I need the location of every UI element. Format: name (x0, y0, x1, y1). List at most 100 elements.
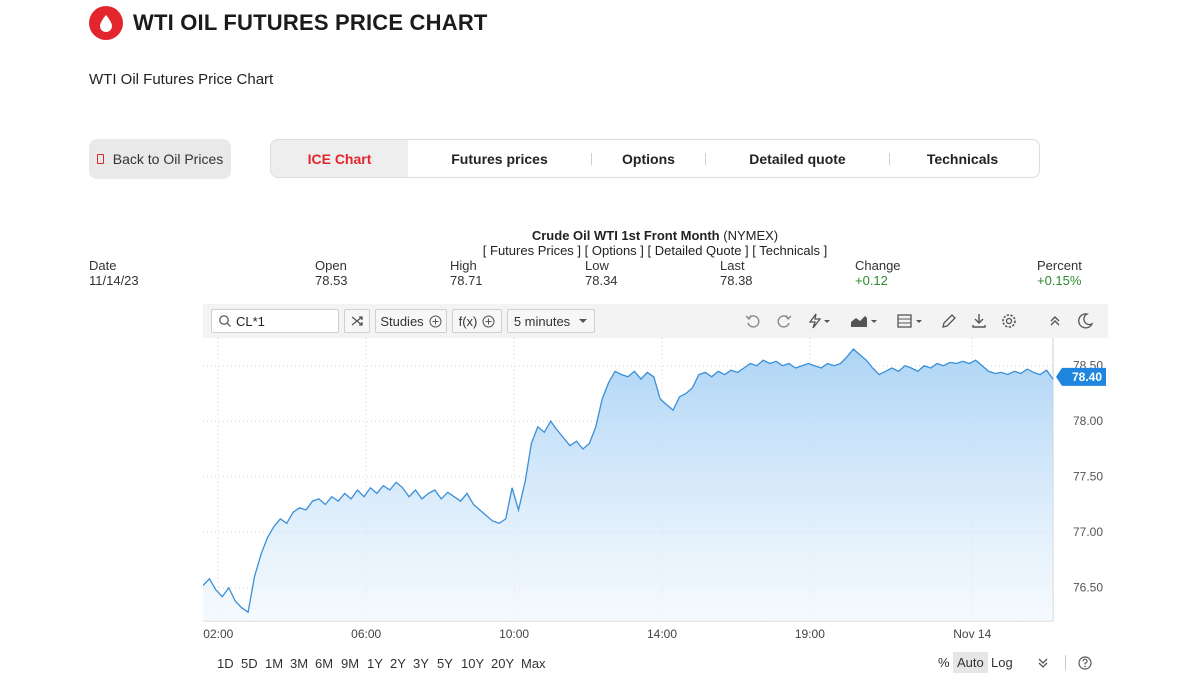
scale-auto[interactable]: Auto (953, 652, 988, 673)
help-icon[interactable] (1078, 656, 1092, 670)
quote-title-main: Crude Oil WTI 1st Front Month (531, 228, 720, 243)
add-icon (429, 315, 442, 327)
stat-label: Last (720, 258, 745, 273)
fx-label: f(x) (458, 313, 478, 329)
stat-label: Percent (1037, 258, 1082, 273)
scale-percent[interactable]: % (938, 655, 950, 670)
chevron-down-icon (579, 319, 588, 323)
tab-divider (705, 152, 706, 165)
stat-value: 78.38 (720, 273, 753, 288)
back-button-label: Back to Oil Prices (112, 151, 224, 167)
collapse-icon[interactable] (1046, 312, 1064, 330)
chart-toolbar: Studies f(x) 5 minutes (203, 304, 1108, 338)
quote-exchange: (NYMEX) (719, 228, 779, 243)
range-bar: 1D 5D 1M 3M 6M 9M 1Y 2Y 3Y 5Y 10Y 20Y Ma… (203, 650, 1108, 675)
range-20y[interactable]: 20Y (491, 656, 515, 671)
tab-options[interactable]: Options (592, 140, 705, 177)
range-1m[interactable]: 1M (265, 656, 284, 671)
flash-icon[interactable] (806, 312, 832, 330)
x-tick-label: 19:00 (795, 627, 825, 641)
stat-label: Open (315, 258, 347, 273)
last-price-tag (1056, 367, 1106, 386)
stat-value: 78.71 (450, 273, 483, 288)
stat-label: High (450, 258, 477, 273)
divider (1065, 655, 1066, 670)
phone-icon (96, 154, 104, 164)
x-tick-label: 14:00 (647, 627, 677, 641)
download-icon[interactable] (970, 312, 988, 330)
range-5d[interactable]: 5D (241, 656, 258, 671)
tab-detailed-quote[interactable]: Detailed quote (706, 140, 889, 177)
interval-label: 5 minutes (513, 313, 571, 329)
range-5y[interactable]: 5Y (437, 656, 453, 671)
undo-icon[interactable] (744, 312, 762, 330)
stat-change: Change +0.12 (855, 258, 901, 288)
tab-divider (889, 152, 890, 165)
quote-title: Crude Oil WTI 1st Front Month (NYMEX) (400, 228, 910, 243)
stat-label: Change (855, 258, 901, 273)
dark-mode-icon[interactable] (1076, 312, 1094, 330)
symbol-search-input[interactable] (211, 309, 339, 333)
stat-value: 78.34 (585, 273, 618, 288)
function-button[interactable]: f(x) (452, 309, 502, 333)
stat-low: Low 78.34 (585, 258, 618, 288)
stat-high: High 78.71 (450, 258, 483, 288)
x-tick-label: 10:00 (499, 627, 529, 641)
range-1d[interactable]: 1D (217, 656, 234, 671)
redo-icon[interactable] (775, 312, 793, 330)
back-to-oil-prices-button[interactable]: Back to Oil Prices (89, 139, 231, 179)
tab-label: ICE Chart (307, 150, 372, 167)
oil-drop-icon (89, 6, 123, 40)
price-chart[interactable]: 76.50 77.00 77.50 78.00 78.50 02:00 06:00 10:0… (202, 338, 1108, 650)
stat-label: Low (585, 258, 609, 273)
stat-percent: Percent +0.15% (1037, 258, 1082, 288)
stat-last: Last 78.38 (720, 258, 753, 288)
interval-select[interactable]: 5 minutes (507, 309, 595, 333)
range-6m[interactable]: 6M (315, 656, 334, 671)
compare-button[interactable] (344, 309, 370, 333)
tab-label: Detailed quote (749, 150, 846, 167)
studies-button[interactable]: Studies (375, 309, 447, 333)
range-3y[interactable]: 3Y (413, 656, 429, 671)
stat-label: Date (89, 258, 117, 273)
y-tick-label: 77.00 (1073, 525, 1103, 539)
range-2y[interactable]: 2Y (390, 656, 406, 671)
chart-tabs: ICE Chart Futures prices Options Detaile… (270, 139, 1040, 178)
stat-value: 78.53 (315, 273, 348, 288)
page-header: WTI OIL FUTURES PRICE CHART (89, 5, 488, 41)
expand-down-icon[interactable] (1037, 657, 1049, 669)
stat-date: Date 11/14/23 (89, 258, 139, 288)
stat-open: Open 78.53 (315, 258, 348, 288)
range-10y[interactable]: 10Y (461, 656, 485, 671)
y-tick-label: 78.00 (1073, 414, 1103, 428)
settings-icon[interactable] (1000, 312, 1018, 330)
page-title: WTI OIL FUTURES PRICE CHART (133, 10, 488, 35)
stat-value: +0.12 (855, 273, 888, 288)
y-tick-label: 76.50 (1073, 581, 1103, 595)
x-tick-label: Nov 14 (953, 627, 991, 641)
range-3m[interactable]: 3M (290, 656, 309, 671)
tab-ice-chart[interactable]: ICE Chart (271, 140, 408, 177)
tab-divider (591, 152, 592, 165)
x-tick-label: 06:00 (351, 627, 381, 641)
range-max[interactable]: Max (521, 656, 546, 671)
range-9m[interactable]: 9M (341, 656, 360, 671)
tab-technicals[interactable]: Technicals (890, 140, 1035, 177)
last-price-label: 78.40 (1072, 370, 1102, 384)
compare-icon (351, 316, 363, 326)
quote-links[interactable]: [ Futures Prices ] [ Options ] [ Detaile… (482, 243, 828, 258)
scale-log[interactable]: Log (991, 655, 1013, 670)
layout-icon[interactable] (896, 312, 926, 330)
stat-value: 11/14/23 (89, 273, 139, 288)
add-icon (482, 315, 495, 327)
chart-type-icon[interactable] (849, 312, 879, 330)
draw-icon[interactable] (940, 312, 958, 330)
stat-value: +0.15% (1037, 273, 1082, 288)
x-tick-label: 02:00 (203, 627, 233, 641)
tab-futures-prices[interactable]: Futures prices (408, 140, 591, 177)
price-line (202, 348, 1054, 614)
y-tick-label: 77.50 (1073, 470, 1103, 484)
page-subtitle: WTI Oil Futures Price Chart (89, 71, 274, 88)
range-1y[interactable]: 1Y (367, 656, 383, 671)
